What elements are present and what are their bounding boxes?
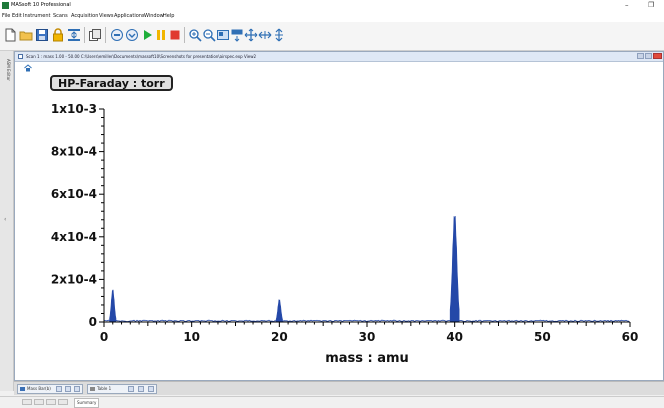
tab-table[interactable]: Table 1 [87,384,157,394]
y-tick-label: 2x10-4 [51,272,97,286]
minimize-button[interactable]: – [625,1,629,9]
tab-option-button[interactable] [65,386,71,392]
doc-restore-button[interactable] [645,53,652,59]
x-tick-label: 20 [271,330,288,344]
spectrum-peaks [109,216,460,323]
app-title: MASsoft 10 Professional [11,2,71,8]
y-tick-label: 0 [89,315,97,329]
scan-stop-icon[interactable] [110,28,124,42]
tab-option-button[interactable] [74,386,80,392]
pan-icon[interactable] [244,28,258,42]
toolbar [0,22,664,51]
menu-window[interactable]: Window [144,13,164,19]
doc-minimize-button[interactable] [637,53,644,59]
save-icon[interactable] [35,28,49,42]
view-tabs: Mass Bar(b) Table 1 [14,381,664,395]
doc-title-bar: Scan 1 : mass 1.00 - 50.00 C:\Users\emil… [15,52,663,62]
y-axis: 0 2x10-4 4x10-4 6x10-4 8x10-4 1x10-3 [51,102,104,329]
app-logo-icon [2,2,9,9]
y-tick-label: 8x10-4 [51,145,97,159]
toolbar-separator [84,27,85,43]
menu-instrument[interactable]: Instrument [23,13,51,19]
zoom-box-icon[interactable] [216,28,230,42]
toolbar-separator [184,27,185,43]
left-side-panel[interactable]: ASM Editor ‹ [0,51,14,391]
copy-icon[interactable] [88,28,102,42]
status-cell [34,399,44,405]
home-icon[interactable] [24,64,32,72]
pause-icon[interactable] [154,28,168,42]
status-bar: Summary [0,396,664,408]
menu-views[interactable]: Views [99,13,114,19]
tab-option-button[interactable] [148,386,154,392]
spectrum-peak [275,299,283,323]
doc-title: Scan 1 : mass 1.00 - 50.00 C:\Users\emil… [26,54,257,59]
status-summary: Summary [74,398,100,408]
expand-vertical-icon[interactable] [272,28,286,42]
tab-option-button[interactable] [128,386,134,392]
align-icon[interactable] [67,28,81,42]
lock-icon[interactable] [51,28,65,42]
side-panel-label[interactable]: ASM Editor [6,59,11,81]
menu-applications[interactable]: Applications [114,13,145,19]
tab-mass-bar[interactable]: Mass Bar(b) [17,384,83,394]
tab-option-button[interactable] [56,386,62,392]
table-icon [90,387,95,391]
new-file-icon[interactable] [3,28,17,42]
menu-file[interactable]: File [2,13,11,19]
x-tick-label: 30 [359,330,376,344]
scan-step-icon[interactable] [125,28,139,42]
baseline-noise [103,319,630,323]
play-icon[interactable] [140,28,154,42]
collapse-arrow-icon[interactable]: ‹ [4,216,7,223]
tab-label: Table 1 [97,386,112,391]
y-tick-label: 4x10-4 [51,230,97,244]
maximize-button[interactable]: ❐ [648,1,655,9]
x-axis: 0 10 20 30 40 50 60 [100,322,639,344]
menu-scans[interactable]: Scans [53,13,68,19]
expand-horizontal-icon[interactable] [258,28,272,42]
spectrum-peak [109,289,117,323]
x-axis-label: mass : amu [325,351,409,366]
menu-help[interactable]: Help [163,13,175,19]
toolbar-separator [105,27,106,43]
spectrum-peak [449,216,460,323]
menu-edit[interactable]: Edit [12,13,22,19]
stop-icon[interactable] [168,28,182,42]
status-cell [22,399,32,405]
x-tick-label: 10 [183,330,200,344]
y-tick-label: 6x10-4 [51,187,97,201]
open-folder-icon[interactable] [19,28,33,42]
status-cell [46,399,56,405]
x-tick-label: 40 [446,330,463,344]
x-tick-label: 0 [100,330,108,344]
doc-close-button[interactable] [653,53,662,59]
channel-label[interactable]: HP-Faraday : torr [50,75,173,91]
scan-view-window: Scan 1 : mass 1.00 - 50.00 C:\Users\emil… [14,51,664,381]
zoom-in-icon[interactable] [188,28,202,42]
zoom-fit-icon[interactable] [230,28,244,42]
doc-window-icon [18,54,23,59]
tab-option-button[interactable] [138,386,144,392]
x-tick-label: 60 [622,330,639,344]
zoom-out-icon[interactable] [202,28,216,42]
menu-acquisition[interactable]: Acquisition [71,13,99,19]
y-tick-label: 1x10-3 [51,102,97,116]
spectrum-chart[interactable]: 0 2x10-4 4x10-4 6x10-4 8x10-4 1x10-3 0 10 20 30 4… [15,52,663,372]
x-tick-label: 50 [534,330,551,344]
status-cell [58,399,68,405]
home-icon [20,387,25,391]
tab-label: Mass Bar(b) [27,386,51,391]
title-bar: MASsoft 10 Professional – ❐ [0,0,664,11]
